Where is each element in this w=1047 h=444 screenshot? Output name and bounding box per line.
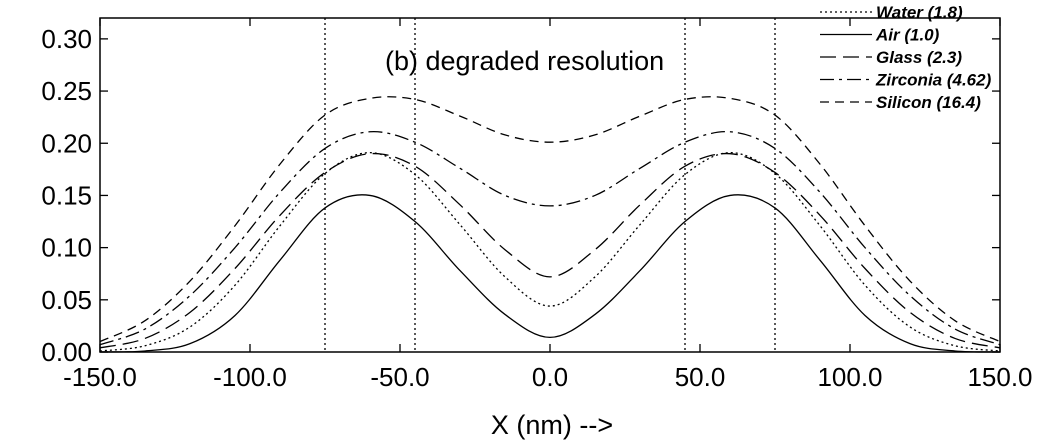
x-axis-title: X (nm) --> [491,410,613,440]
series-line-air [99,194,1001,353]
y-tick-label: 0.00 [41,337,92,367]
x-tick-label: -50.0 [370,362,429,392]
x-tick-label: 0.0 [532,362,568,392]
x-tick-label: -150.0 [63,362,137,392]
x-axis-ticks: -150.0 -100.0 -50.0 0.0 50.0 100.0 150.0 [63,18,1033,392]
legend-label-silicon: Silicon (16.4) [876,93,981,112]
series-group [99,96,1001,353]
legend-label-glass: Glass (2.3) [876,48,962,67]
x-tick-label: 100.0 [817,362,882,392]
x-tick-label: 150.0 [967,362,1032,392]
y-tick-label: 0.05 [41,285,92,315]
series-line-glass [99,152,1001,349]
x-tick-label: -100.0 [213,362,287,392]
x-tick-label: 50.0 [675,362,726,392]
series-line-silicon [99,96,1001,343]
series-line-zirconia [99,131,1001,346]
legend-label-air: Air (1.0) [875,26,940,45]
series-line-water [99,151,1001,352]
y-tick-label: 0.30 [41,24,92,54]
chart-annotation: (b) degraded resolution [385,46,664,76]
legend-label-zirconia: Zirconia (4.62) [875,71,992,90]
legend: Water (1.8) Air (1.0) Glass (2.3) Zirconia … [820,3,992,112]
legend-label-water: Water (1.8) [876,3,963,22]
y-tick-label: 0.25 [41,76,92,106]
y-axis-ticks: 0.00 0.05 0.10 0.15 0.20 0.25 0.30 [41,24,1000,367]
y-tick-label: 0.15 [41,180,92,210]
vertical-reference-lines [324,18,776,352]
y-tick-label: 0.10 [41,233,92,263]
y-tick-label: 0.20 [41,128,92,158]
